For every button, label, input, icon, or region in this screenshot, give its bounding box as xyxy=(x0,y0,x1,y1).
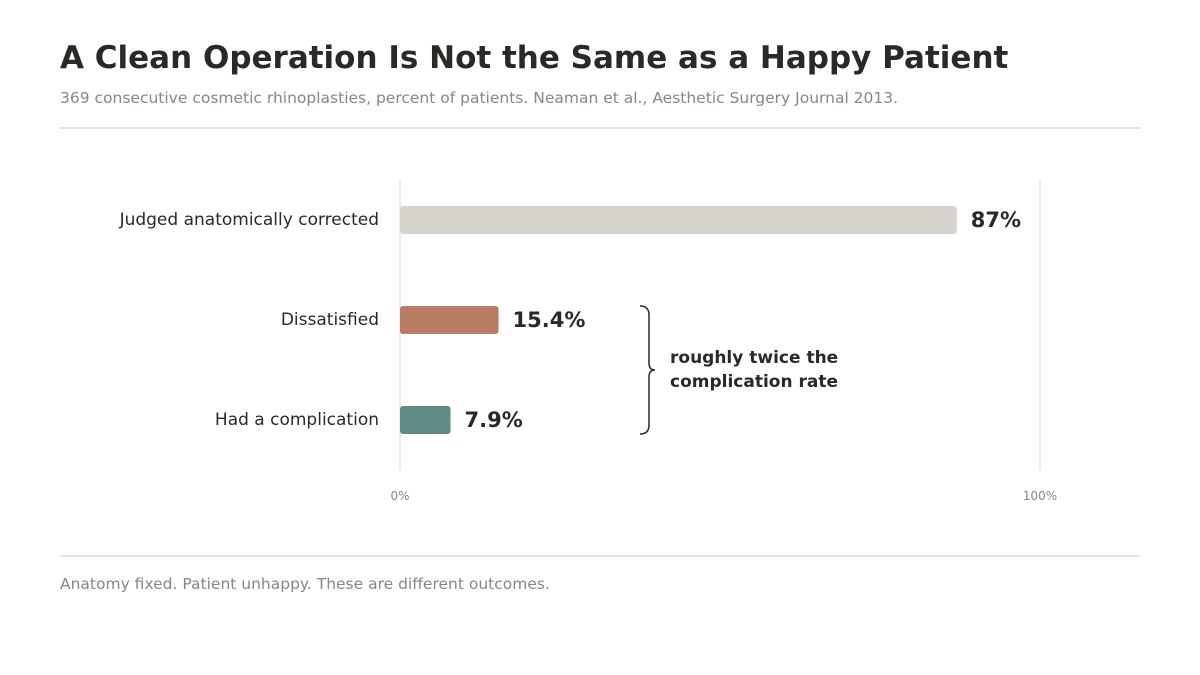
value-label-2: 7.9% xyxy=(465,408,523,432)
bottom-divider xyxy=(60,555,1140,557)
top-divider xyxy=(60,127,1140,129)
category-label-0: Judged anatomically corrected xyxy=(119,210,379,230)
bar-0 xyxy=(400,206,957,234)
annotation-text-line-1: complication rate xyxy=(670,372,838,392)
footer-note: Anatomy fixed. Patient unhappy. These ar… xyxy=(60,575,550,593)
annotation-brace xyxy=(639,305,656,435)
bar-1 xyxy=(400,306,499,334)
value-label-1: 15.4% xyxy=(513,308,586,332)
page-title: A Clean Operation Is Not the Same as a H… xyxy=(60,40,1009,76)
bar-chart: 0% 100% Judged anatomically corrected 87% D… xyxy=(119,180,1057,503)
value-label-0: 87% xyxy=(971,208,1021,232)
category-label-2: Had a complication xyxy=(215,410,379,430)
x-tick-label-1: 100% xyxy=(1023,489,1057,503)
chart-subtitle: 369 consecutive cosmetic rhinoplasties, … xyxy=(60,89,899,107)
category-label-1: Dissatisfied xyxy=(281,310,379,330)
chart-annotation: roughly twice the complication rate xyxy=(639,305,838,435)
annotation-text-line-0: roughly twice the xyxy=(670,348,838,368)
chart-bars: Judged anatomically corrected 87% Dissatis… xyxy=(119,206,1021,434)
x-tick-label-0: 0% xyxy=(390,489,409,503)
bar-2 xyxy=(400,406,451,434)
